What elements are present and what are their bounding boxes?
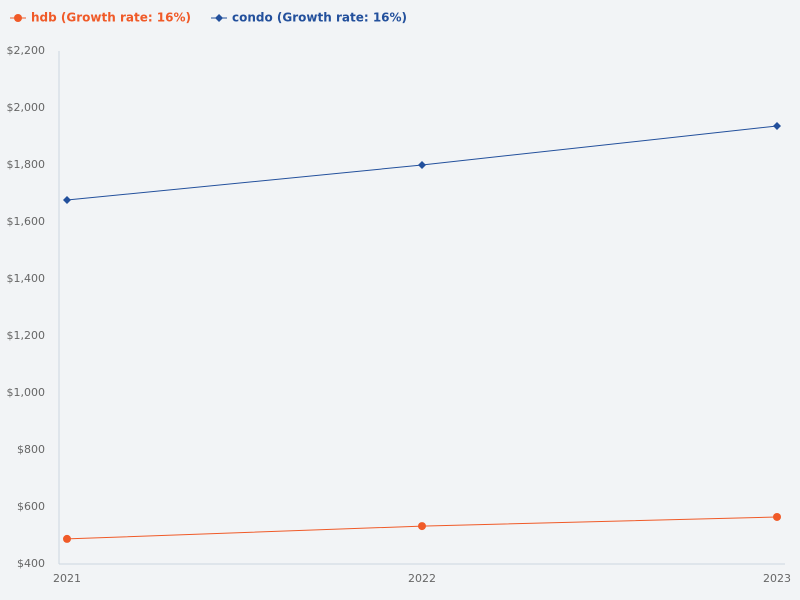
- y-tick-label: $2,200: [7, 44, 46, 57]
- x-tick-label: 2023: [763, 572, 791, 585]
- legend-label: condo (Growth rate: 16%): [232, 11, 407, 25]
- data-point: [773, 512, 781, 521]
- y-tick-label: $1,200: [7, 329, 46, 342]
- x-tick-label: 2021: [53, 572, 81, 585]
- y-tick-label: $400: [17, 557, 45, 570]
- y-tick-label: $1,600: [7, 215, 46, 228]
- legend-marker: [14, 14, 22, 22]
- legend-label: hdb (Growth rate: 16%): [31, 11, 191, 25]
- y-tick-label: $800: [17, 443, 45, 456]
- x-tick-label: 2022: [408, 572, 436, 585]
- legend-marker: [215, 14, 224, 22]
- y-tick-label: $1,000: [7, 386, 46, 399]
- y-tick-label: $600: [17, 500, 45, 513]
- y-tick-label: $1,800: [7, 158, 46, 171]
- data-point: [418, 522, 426, 531]
- y-tick-label: $2,000: [7, 101, 46, 114]
- y-tick-label: $1,400: [7, 272, 46, 285]
- data-point: [63, 534, 71, 543]
- data-point: [418, 161, 426, 169]
- data-point: [63, 196, 71, 205]
- data-point: [773, 121, 781, 130]
